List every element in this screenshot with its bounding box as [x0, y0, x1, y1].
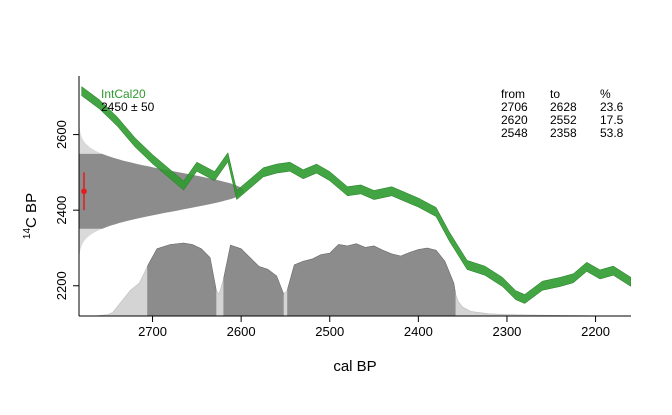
- hpd-row-from: 2706: [501, 100, 528, 114]
- x-tick-label: 2200: [581, 324, 610, 339]
- hpd-table: from to % 2706 2628 23.6 2620 2552 17.5 …: [501, 87, 624, 140]
- hpd-row-to: 2358: [550, 126, 577, 140]
- radiocarbon-probability-layer: [79, 123, 244, 260]
- x-axis-label: cal BP: [333, 358, 376, 375]
- hpd-header-to: to: [550, 87, 560, 101]
- radiocarbon-probability-hpd: [79, 153, 244, 229]
- calibration-curve-layer: [81, 86, 631, 304]
- hpd-row-percent: 23.6: [600, 100, 624, 114]
- hpd-row-percent: 53.8: [600, 126, 624, 140]
- axes-layer: 2700 2600 2500 2400 2300 2200 2200 2400 2600: [54, 76, 631, 339]
- calibration-curve-band: [81, 86, 631, 304]
- hpd-header-from: from: [501, 87, 525, 101]
- x-tick-label: 2700: [138, 324, 167, 339]
- calibrated-distribution-layer: [94, 242, 605, 317]
- hpd-range-area: [223, 244, 284, 316]
- x-tick-label: 2400: [404, 324, 433, 339]
- y-axis-label: 14C BP: [22, 193, 40, 239]
- hpd-range-area: [147, 242, 217, 316]
- y-tick-label: 2600: [54, 120, 69, 149]
- x-tick-label: 2300: [492, 324, 521, 339]
- hpd-row-to: 2628: [550, 100, 577, 114]
- x-tick-label: 2600: [227, 324, 256, 339]
- y-tick-label: 2400: [54, 196, 69, 225]
- y-tick-label: 2200: [54, 271, 69, 300]
- hpd-row-from: 2620: [501, 113, 528, 127]
- y-axis-label-superscript: 14: [22, 228, 33, 240]
- date-legend-label: 2450 ± 50: [101, 100, 155, 114]
- hpd-row-from: 2548: [501, 126, 528, 140]
- curve-legend-label: IntCal20: [101, 87, 146, 101]
- hpd-row-percent: 17.5: [600, 113, 624, 127]
- date-point: [81, 188, 87, 195]
- y-axis-label-text: C BP: [23, 193, 40, 228]
- hpd-row-to: 2552: [550, 113, 577, 127]
- hpd-range-area: [287, 243, 456, 316]
- hpd-header-percent: %: [600, 87, 611, 101]
- x-tick-label: 2500: [315, 324, 344, 339]
